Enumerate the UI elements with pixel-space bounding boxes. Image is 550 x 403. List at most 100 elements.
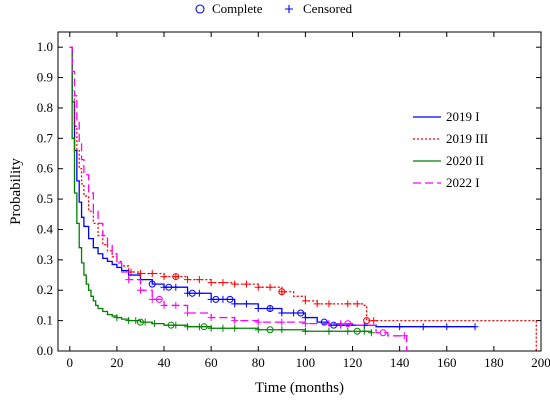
censored-marker	[325, 320, 333, 328]
censored-marker	[125, 317, 133, 325]
censored-marker	[313, 300, 321, 308]
censored-marker	[219, 279, 227, 287]
marker-legend-label: Complete	[212, 1, 263, 16]
censored-marker	[367, 329, 375, 337]
censored-marker	[172, 273, 180, 281]
censored-marker	[184, 276, 192, 284]
series-layer	[69, 46, 537, 351]
y-tick-label: 0.3	[37, 252, 53, 267]
plot-frame	[57, 31, 542, 352]
y-tick-label: 0.7	[37, 130, 54, 145]
complete-marker	[320, 318, 328, 326]
censored-marker	[113, 314, 121, 322]
censored-marker	[136, 286, 144, 294]
censored-marker	[400, 332, 408, 340]
censored-marker	[148, 295, 156, 303]
y-tick-label: 0.2	[37, 282, 53, 297]
series-line	[69, 46, 537, 351]
y-tick-label: 0.1	[37, 313, 53, 328]
censored-marker	[231, 324, 239, 332]
censored-marker	[195, 323, 203, 331]
complete-marker	[167, 321, 175, 329]
complete-marker	[148, 280, 156, 288]
censored-marker	[207, 314, 215, 322]
complete-marker	[353, 327, 361, 335]
marker-legend: Complete Censored	[195, 1, 353, 16]
x-tick-label: 20	[110, 355, 123, 370]
series-3	[69, 46, 408, 351]
complete-marker	[155, 295, 163, 303]
censored-marker	[195, 289, 203, 297]
censored-marker	[278, 318, 286, 326]
censored-marker	[344, 327, 352, 335]
x-tick-label: 160	[437, 355, 457, 370]
y-tick-label: 0.4	[37, 221, 54, 236]
censored-marker	[195, 276, 203, 284]
censored-marker	[136, 270, 144, 278]
y-axis-title: Probability	[8, 158, 24, 225]
censored-marker	[231, 280, 239, 288]
plus-marker-icon	[285, 5, 293, 13]
complete-marker	[172, 273, 180, 281]
x-tick-label: 80	[252, 355, 265, 370]
complete-marker	[136, 318, 144, 326]
censored-marker	[266, 283, 274, 291]
x-tick-label: 0	[67, 355, 74, 370]
x-axis-title: Time (months)	[255, 380, 344, 396]
censored-marker	[242, 280, 250, 288]
complete-marker	[363, 317, 371, 325]
censored-marker	[325, 327, 333, 335]
censored-marker	[184, 289, 192, 297]
censored-marker	[353, 300, 361, 308]
censored-marker	[151, 320, 159, 328]
legend-label: 2019 I	[446, 109, 480, 124]
legend-label: 2019 III	[446, 131, 488, 146]
censored-marker	[301, 320, 309, 328]
y-tick-label: 0.5	[37, 191, 53, 206]
y-tick-label: 0.8	[37, 100, 53, 115]
censored-marker	[141, 318, 149, 326]
censored-marker	[278, 326, 286, 334]
marker-legend-label: Censored	[303, 1, 353, 16]
series-line	[69, 46, 408, 351]
y-tick-label: 1.0	[37, 39, 53, 54]
x-tick-label: 200	[531, 355, 550, 370]
censored-marker	[419, 323, 427, 331]
complete-marker	[278, 288, 286, 296]
complete-marker	[200, 323, 208, 331]
x-tick-label: 100	[296, 355, 316, 370]
censored-marker	[301, 297, 309, 305]
complete-marker	[297, 309, 305, 317]
censored-marker	[160, 301, 168, 309]
censored-marker	[160, 283, 168, 291]
legend-label: 2020 II	[446, 153, 484, 168]
y-tick-label: 0.6	[37, 161, 54, 176]
series-line	[69, 46, 476, 328]
censored-marker	[325, 300, 333, 308]
x-tick-label: 140	[390, 355, 410, 370]
legend-label: 2022 I	[446, 175, 480, 190]
censored-marker	[207, 295, 215, 303]
x-axis: 0 20 40 60 80 100 120 140 160 180 200	[67, 32, 550, 370]
censored-marker	[337, 320, 345, 328]
censored-marker	[207, 279, 215, 287]
y-tick-label: 0.0	[37, 343, 53, 358]
censored-marker	[360, 327, 368, 335]
series-0	[69, 46, 479, 331]
censored-marker	[125, 276, 133, 284]
complete-marker	[379, 329, 387, 337]
censored-marker	[254, 326, 262, 334]
complete-marker	[188, 289, 196, 297]
x-tick-label: 40	[158, 355, 171, 370]
censored-marker	[148, 270, 156, 278]
x-tick-label: 120	[343, 355, 363, 370]
complete-marker	[344, 320, 352, 328]
censored-marker	[471, 323, 479, 331]
censored-marker	[231, 317, 239, 325]
censored-marker	[254, 318, 262, 326]
censored-marker	[219, 324, 227, 332]
censored-marker	[184, 309, 192, 317]
complete-marker	[212, 295, 220, 303]
complete-marker	[266, 326, 274, 334]
